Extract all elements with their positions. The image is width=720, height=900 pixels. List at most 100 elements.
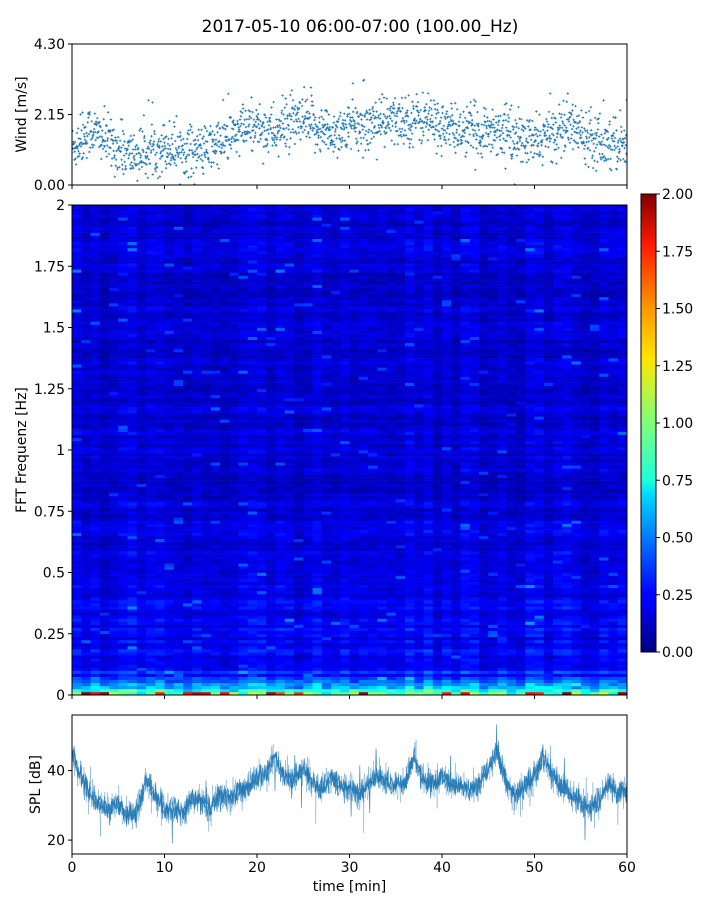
spectrogram-cell xyxy=(294,532,304,537)
wind-point xyxy=(312,127,316,130)
spectrogram-cell xyxy=(229,618,239,622)
spectrogram-cell xyxy=(590,667,600,671)
spectrogram-cell xyxy=(386,569,397,573)
spectrogram-cell xyxy=(590,600,600,604)
spectrogram-cell xyxy=(81,615,91,619)
spectrogram-cell xyxy=(405,563,415,567)
wind-point xyxy=(424,125,428,129)
spectrogram-cell xyxy=(247,621,258,625)
spectrogram-cell xyxy=(358,685,369,690)
spectrogram-cell xyxy=(469,532,480,537)
spectrogram-cell xyxy=(257,597,267,601)
spectrogram-cell xyxy=(553,581,563,586)
wind-point xyxy=(589,133,592,136)
spectrogram-cell xyxy=(229,646,239,650)
spectrogram-cell xyxy=(340,682,350,687)
spectrogram-cell xyxy=(525,691,535,695)
spectrogram-cell xyxy=(247,606,258,610)
spectrogram-cell xyxy=(543,679,554,684)
wind-point xyxy=(260,124,264,128)
spectrogram-cell xyxy=(580,563,591,567)
spectrogram-cell xyxy=(220,606,230,610)
wind-point xyxy=(409,138,413,141)
spectrogram-cell xyxy=(118,557,128,561)
wind-point xyxy=(179,157,183,160)
wind-point xyxy=(474,168,477,172)
spectrogram-cell xyxy=(368,615,378,619)
spectrogram-cell xyxy=(497,612,508,616)
spectrogram-cell xyxy=(386,664,397,668)
spectrogram-cell xyxy=(488,569,498,573)
spectrogram-cell xyxy=(173,661,184,665)
spectrogram-cell xyxy=(377,597,387,601)
spectrogram-cell xyxy=(247,618,258,622)
spectrogram-cell xyxy=(543,584,554,589)
spectrogram-cell xyxy=(275,670,286,674)
spectrogram-cell xyxy=(331,600,341,604)
spectrogram-cell xyxy=(516,646,526,650)
spectrogram-cell xyxy=(127,581,138,586)
wind-point xyxy=(567,120,571,123)
spectrogram-cell xyxy=(497,584,508,589)
spectrogram-cell xyxy=(220,652,230,656)
wind-point xyxy=(596,160,599,164)
spectrogram-cell xyxy=(99,642,110,647)
wind-point xyxy=(564,131,567,134)
spectrogram-cell xyxy=(275,581,286,586)
spectrogram-cell xyxy=(571,587,582,592)
spectrogram-cell xyxy=(229,535,239,540)
spectrogram-cell xyxy=(580,587,591,592)
spectrogram-cell xyxy=(210,548,221,552)
spectrogram-cell xyxy=(99,606,110,610)
spectrogram-cell xyxy=(442,633,452,638)
spectrogram-cell xyxy=(210,597,221,601)
wind-point xyxy=(405,114,409,117)
spectrogram-cell xyxy=(506,664,517,668)
spectrogram-cell xyxy=(210,572,221,576)
spectrogram-cell xyxy=(525,581,535,586)
spectrogram-cell xyxy=(81,603,91,607)
spectrogram-cell xyxy=(90,676,101,680)
spectrogram-cell xyxy=(99,548,110,552)
wind-point xyxy=(178,151,181,155)
spectrogram-cell xyxy=(432,670,443,674)
spectrogram-cell xyxy=(516,548,526,552)
spectrogram-cell xyxy=(469,581,480,586)
spectrogram-cell xyxy=(220,551,230,555)
spectrogram-cell xyxy=(331,624,341,628)
spectrogram-cell xyxy=(516,655,526,659)
spectrogram-cell xyxy=(210,587,221,592)
spectrogram-cell xyxy=(534,609,545,613)
wind-point xyxy=(113,175,117,178)
spectrogram-cell xyxy=(173,646,184,650)
wind-point xyxy=(590,139,594,142)
spectrogram-cell xyxy=(349,630,360,635)
spectrogram-cell xyxy=(164,649,175,653)
spectrogram-cell xyxy=(238,682,249,687)
spectrogram-cell xyxy=(497,618,508,622)
spectrogram-cell xyxy=(331,609,341,613)
spectrogram-cell xyxy=(220,676,230,680)
spectrogram-cell xyxy=(469,682,480,687)
wind-point xyxy=(438,119,442,123)
wind-point xyxy=(454,123,458,126)
wind-point xyxy=(475,147,478,150)
wind-point xyxy=(212,138,216,142)
wind-point xyxy=(548,140,552,143)
spectrogram-cell xyxy=(155,557,165,561)
spectrogram-cell xyxy=(127,636,138,641)
spectrogram-cell xyxy=(516,670,526,674)
wind-point xyxy=(453,136,456,139)
spectrogram-cell xyxy=(210,538,221,543)
spectrogram-cell xyxy=(201,649,212,653)
wind-point xyxy=(328,128,332,131)
wind-point xyxy=(488,119,491,123)
spectrogram-cell xyxy=(173,612,184,616)
spectrogram-cell xyxy=(599,535,609,540)
wind-point xyxy=(104,131,107,135)
wind-point xyxy=(576,122,579,125)
spectrogram-cell xyxy=(617,600,627,604)
wind-point xyxy=(91,146,94,149)
spectrogram-cell xyxy=(136,639,147,644)
spectrogram-cell xyxy=(303,603,313,607)
